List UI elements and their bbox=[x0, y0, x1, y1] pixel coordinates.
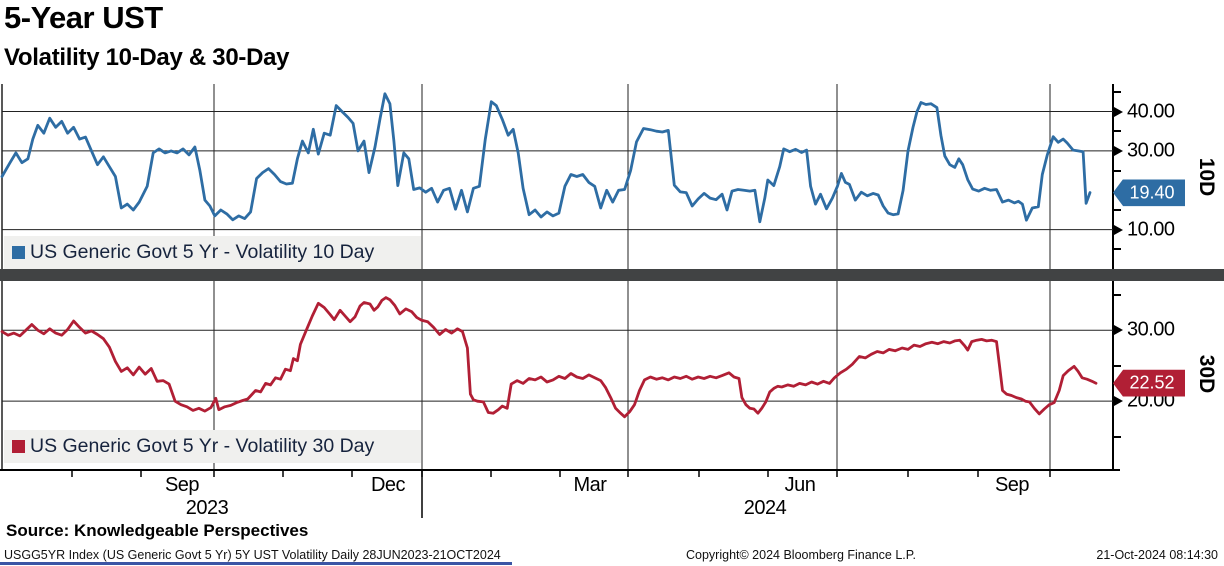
series-line-volatility-10day bbox=[0, 92, 1092, 224]
series-line-volatility-30day bbox=[0, 296, 1098, 419]
y-axis-tick-arrow-icon bbox=[1114, 145, 1123, 156]
y-axis-tick-arrow-icon bbox=[1114, 106, 1123, 117]
last-value-badge: 22.52 bbox=[1113, 369, 1185, 397]
panel-axis-label: 10D bbox=[1195, 157, 1218, 196]
y-axis-minor-tick bbox=[1113, 130, 1121, 133]
legend-volatility-10day[interactable]: US Generic Govt 5 Yr - Volatility 10 Day bbox=[4, 236, 421, 269]
legend-marker-red-icon bbox=[12, 440, 25, 453]
legend-marker-blue-icon bbox=[12, 246, 25, 259]
y-axis-minor-tick bbox=[1113, 435, 1121, 438]
last-value-badge: 19.40 bbox=[1113, 179, 1185, 207]
y-axis-tick-label: 10.00 bbox=[1127, 218, 1175, 241]
source-line: Source: Knowledgeable Perspectives bbox=[6, 521, 309, 540]
y-axis-tick-label: 30.00 bbox=[1127, 139, 1175, 162]
footer-datetime: 21-Oct-2024 08:14:30 bbox=[1096, 548, 1218, 562]
x-axis-month-label: Sep bbox=[994, 474, 1030, 496]
page-title: 5-Year UST bbox=[4, 0, 163, 35]
x-axis-month-label: Mar bbox=[573, 474, 607, 496]
legend-label: US Generic Govt 5 Yr - Volatility 30 Day bbox=[30, 435, 375, 457]
x-axis-year-label: 2024 bbox=[743, 497, 787, 519]
x-axis-month-label: Sep bbox=[164, 474, 200, 496]
y-axis-minor-tick bbox=[1113, 208, 1121, 211]
footer-index-description: USGG5YR Index (US Generic Govt 5 Yr) 5Y … bbox=[4, 548, 501, 562]
y-axis-tick-label: 40.00 bbox=[1127, 100, 1175, 123]
y-axis-tick-arrow-icon bbox=[1114, 224, 1123, 235]
panel-axis-label: 30D bbox=[1195, 354, 1218, 393]
x-axis-month-label: Jun bbox=[784, 474, 816, 496]
y-axis-minor-tick bbox=[1113, 248, 1121, 251]
y-axis-tick-arrow-icon bbox=[1114, 325, 1123, 336]
footer-copyright: Copyright© 2024 Bloomberg Finance L.P. bbox=[686, 548, 916, 562]
legend-volatility-30day[interactable]: US Generic Govt 5 Yr - Volatility 30 Day bbox=[4, 430, 421, 463]
x-axis-year-label: 2023 bbox=[185, 497, 229, 519]
y-axis-minor-tick bbox=[1113, 293, 1121, 296]
footer-underline bbox=[0, 562, 512, 565]
y-axis-tick-arrow-icon bbox=[1114, 396, 1123, 407]
x-axis-month-label: Dec bbox=[370, 474, 406, 496]
y-axis-minor-tick bbox=[1113, 90, 1121, 93]
y-axis-tick-label: 30.00 bbox=[1127, 318, 1175, 341]
legend-label: US Generic Govt 5 Yr - Volatility 10 Day bbox=[30, 241, 375, 263]
panel-divider bbox=[0, 269, 1224, 281]
y-axis-minor-tick bbox=[1113, 364, 1121, 367]
page-subtitle: Volatility 10-Day & 30-Day bbox=[4, 44, 290, 71]
y-axis-minor-tick bbox=[1113, 169, 1121, 172]
